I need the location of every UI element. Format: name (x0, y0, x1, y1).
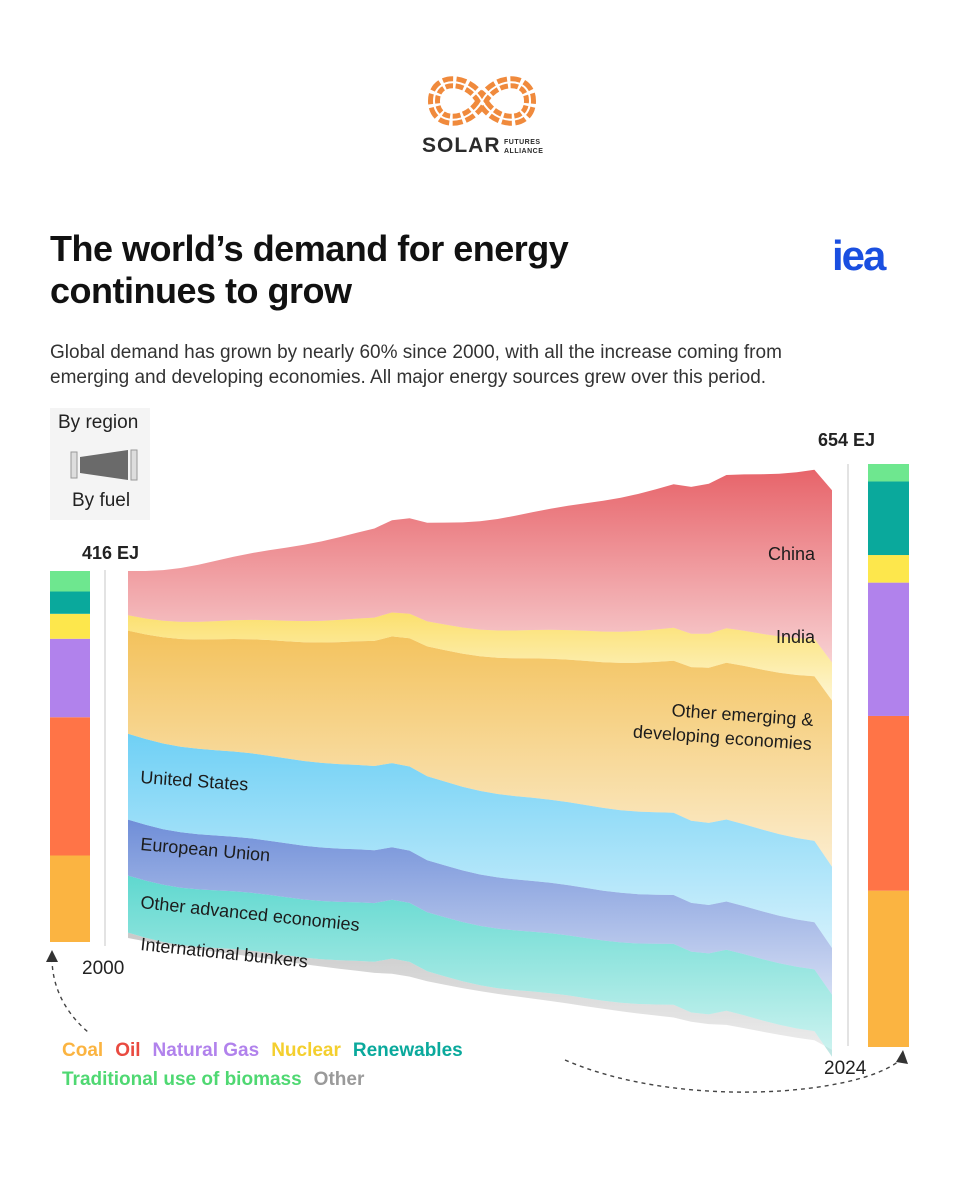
band-other-emerging-developing-economies (128, 630, 832, 867)
solar-futures-alliance-logo: SOLAR FUTURES ALLIANCE (420, 68, 544, 168)
fuel-bar-2024-oil (868, 715, 909, 891)
total-2024-label: 654 EJ (818, 430, 876, 450)
infinity-logo-icon (427, 76, 537, 126)
fuel-bar-2000-traditional-use-of-biomass (50, 571, 90, 592)
region-bands (128, 469, 832, 1057)
fuel-bar-2024-nuclear (868, 555, 909, 583)
page-title: The world’s demand for energy continues … (50, 228, 750, 312)
fuel-bar-2000-natural-gas (50, 638, 90, 718)
arrow-up-right-icon (896, 1050, 908, 1064)
fuel-bar-2024-renewables (868, 481, 909, 556)
fuel-legend: Coal Oil Natural Gas Nuclear Renewables Tradi… (62, 1036, 582, 1094)
toggle-switch-icon[interactable] (70, 448, 140, 487)
band-united-states (128, 733, 832, 948)
legend-other: Other (313, 1069, 365, 1090)
arrow-up-icon (46, 950, 58, 962)
band-india (128, 612, 832, 701)
total-2000-label: 416 EJ (82, 543, 140, 563)
fuel-bar-2000-nuclear (50, 613, 90, 639)
legend-oil: Oil (115, 1040, 141, 1061)
band-european-union (128, 819, 832, 995)
iea-logo: iea (832, 232, 886, 279)
subtitle-line-1: Global demand has grown by nearly 60% si… (50, 342, 782, 363)
toggle-by-fuel[interactable]: By fuel (72, 490, 131, 511)
legend-coal: Coal (62, 1040, 104, 1061)
title-line-2: continues to grow (50, 270, 352, 311)
title-line-1: The world’s demand for energy (50, 228, 569, 269)
label-china: China (768, 544, 816, 564)
chart-subtitle: Global demand has grown by nearly 60% si… (50, 340, 910, 390)
subtitle-line-2: emerging and developing economies. All m… (50, 367, 767, 388)
fuel-bar-2024-coal (868, 890, 909, 1047)
year-2000-label: 2000 (82, 958, 125, 979)
fuel-bar-2024-natural-gas (868, 582, 909, 716)
legend-renewables: Renewables (352, 1040, 463, 1061)
logo-sub-alliance: ALLIANCE (504, 148, 544, 155)
fuel-bar-2000-renewables (50, 591, 90, 614)
fuel-bar-2024 (868, 464, 909, 1047)
legend-nuclear: Nuclear (271, 1040, 341, 1061)
logo-wordmark: SOLAR (422, 134, 501, 157)
fuel-bar-2000-coal (50, 855, 90, 942)
toggle-by-region[interactable]: By region (58, 412, 139, 433)
fuel-bar-2000 (50, 571, 90, 942)
logo-sub-futures: FUTURES (504, 139, 541, 146)
fuel-bar-2000-oil (50, 717, 90, 856)
band-other-advanced-economies (128, 875, 832, 1057)
legend-natural-gas: Natural Gas (152, 1040, 260, 1061)
band-china (128, 469, 832, 663)
band-international-bunkers (128, 932, 832, 1057)
fuel-bar-2024-traditional-use-of-biomass (868, 464, 909, 482)
label-india: India (776, 627, 816, 647)
year-2024-label: 2024 (824, 1058, 867, 1079)
legend-traditional-use-of-biomass: Traditional use of biomass (62, 1069, 302, 1090)
